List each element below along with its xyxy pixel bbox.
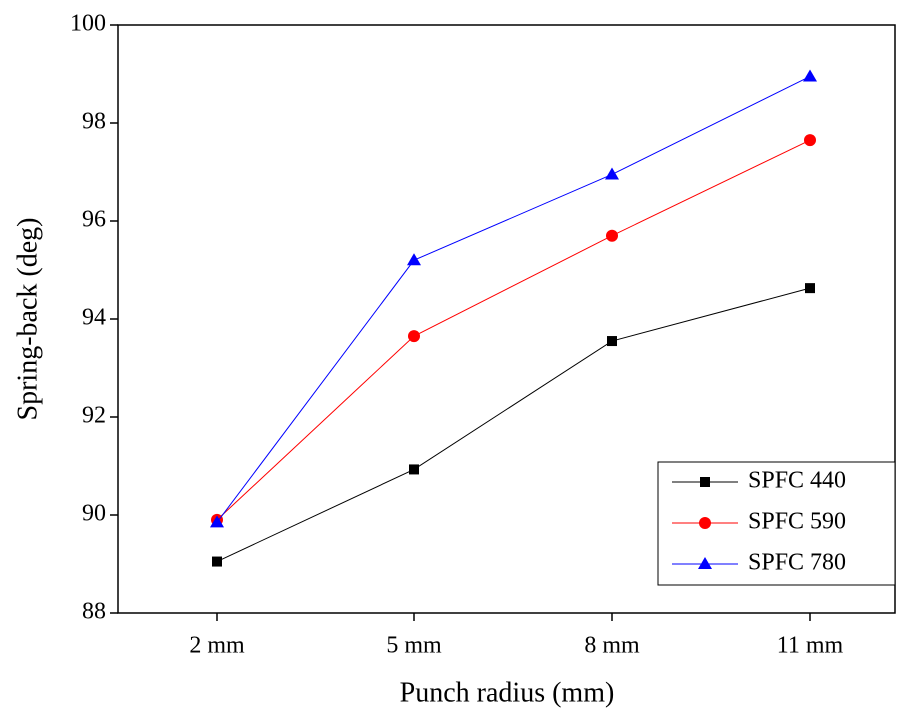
marker bbox=[698, 557, 712, 569]
series-line bbox=[216, 287, 811, 563]
marker bbox=[210, 515, 224, 528]
x-axis-label: Punch radius (mm) bbox=[400, 677, 615, 708]
y-tick-label: 98 bbox=[82, 109, 106, 135]
y-tick-label: 88 bbox=[82, 599, 106, 625]
marker bbox=[605, 167, 619, 180]
marker bbox=[804, 134, 816, 147]
x-tick-label: 8 mm bbox=[584, 633, 640, 659]
marker bbox=[700, 477, 710, 487]
marker bbox=[606, 229, 618, 242]
legend-label: SPFC 780 bbox=[748, 550, 846, 576]
marker bbox=[805, 283, 815, 294]
legend-label: SPFC 440 bbox=[748, 468, 846, 494]
y-tick-label: 100 bbox=[70, 11, 106, 37]
marker bbox=[407, 253, 421, 266]
legend-label: SPFC 590 bbox=[748, 509, 846, 535]
marker bbox=[699, 517, 711, 529]
y-tick-label: 92 bbox=[82, 403, 106, 429]
y-tick-label: 90 bbox=[82, 501, 106, 527]
marker bbox=[212, 556, 222, 567]
marker bbox=[803, 69, 817, 82]
series-line bbox=[216, 76, 811, 523]
y-axis-label: Spring-back (deg) bbox=[12, 218, 43, 421]
y-tick-label: 94 bbox=[82, 305, 106, 331]
marker bbox=[408, 330, 420, 343]
marker bbox=[409, 464, 419, 475]
x-tick-label: 11 mm bbox=[777, 633, 844, 659]
series-line bbox=[216, 139, 811, 521]
y-tick-label: 96 bbox=[82, 207, 106, 233]
marker bbox=[607, 336, 617, 347]
x-tick-label: 5 mm bbox=[386, 633, 442, 659]
x-tick-label: 2 mm bbox=[189, 633, 245, 659]
